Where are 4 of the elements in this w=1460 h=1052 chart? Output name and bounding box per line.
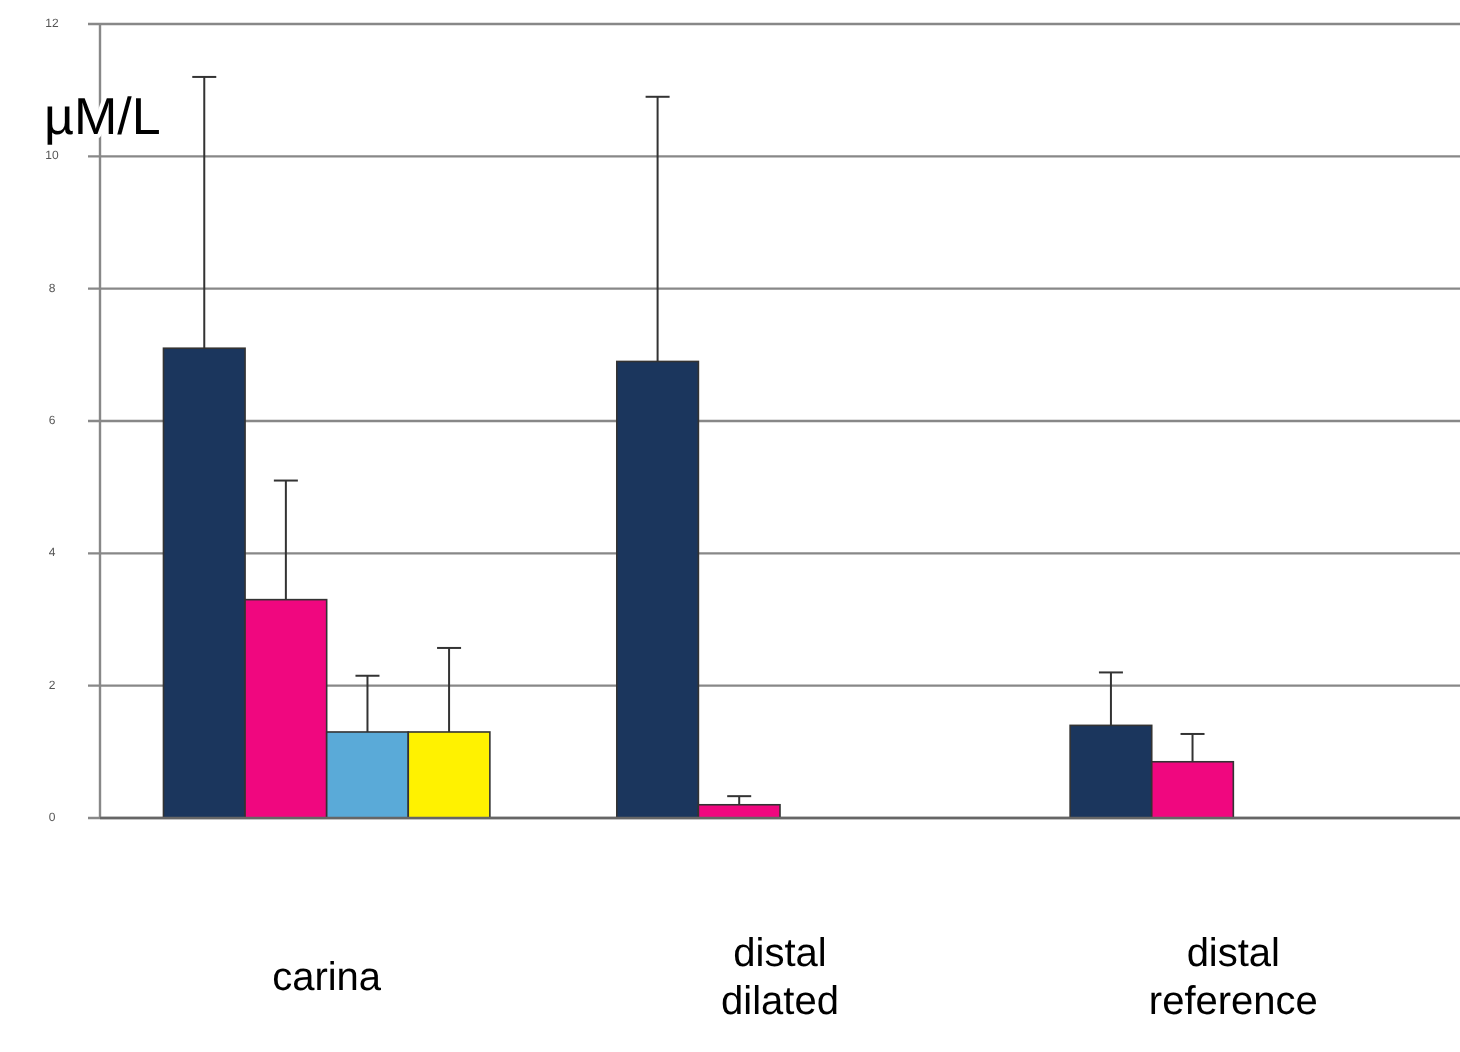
x-tick-label: distal reference bbox=[1148, 932, 1318, 1025]
x-tick-label: carina bbox=[272, 956, 383, 1001]
x-tick-label: distal dilated bbox=[721, 932, 839, 1025]
y-axis-title: µM/L bbox=[44, 85, 161, 146]
